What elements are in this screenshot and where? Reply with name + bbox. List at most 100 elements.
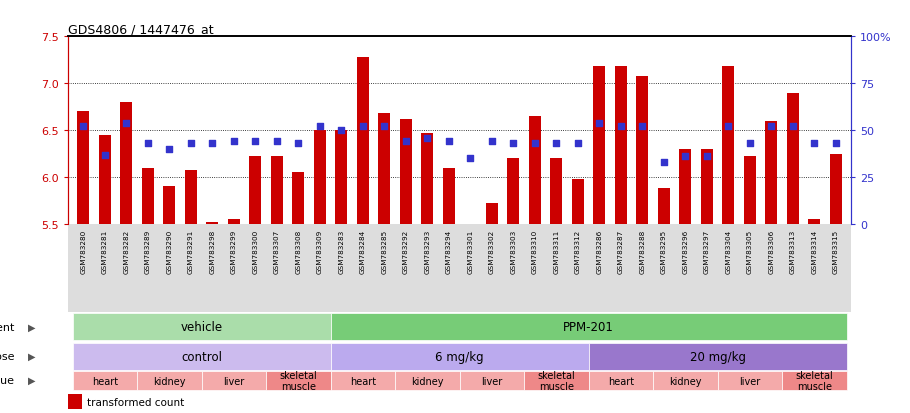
- Text: heart: heart: [608, 376, 634, 386]
- Text: liver: liver: [223, 376, 245, 386]
- Point: [248, 139, 263, 145]
- Bar: [330, 372, 395, 390]
- Text: vehicle: vehicle: [180, 320, 223, 333]
- Bar: [765, 121, 777, 225]
- Text: GSM783291: GSM783291: [187, 229, 194, 273]
- Text: dose: dose: [0, 351, 15, 361]
- Point: [463, 156, 478, 162]
- Bar: [207, 223, 218, 225]
- Text: GSM783304: GSM783304: [725, 229, 732, 273]
- Point: [700, 154, 714, 160]
- Bar: [443, 168, 455, 225]
- Point: [312, 124, 327, 131]
- Point: [828, 141, 843, 147]
- Point: [571, 141, 585, 147]
- Text: GSM783295: GSM783295: [661, 229, 667, 273]
- Point: [613, 124, 628, 131]
- Text: GSM783311: GSM783311: [553, 229, 560, 273]
- Bar: [615, 67, 627, 225]
- Bar: [99, 135, 111, 225]
- Text: GSM783301: GSM783301: [468, 229, 473, 273]
- Text: skeletal
muscle: skeletal muscle: [795, 370, 834, 392]
- Point: [269, 139, 284, 145]
- Bar: [164, 187, 176, 225]
- Text: heart: heart: [92, 376, 118, 386]
- Point: [184, 141, 198, 147]
- Point: [140, 141, 155, 147]
- Point: [334, 128, 349, 134]
- Text: ▶: ▶: [28, 375, 35, 385]
- Bar: [77, 112, 89, 225]
- Point: [484, 139, 499, 145]
- Bar: [718, 372, 782, 390]
- Point: [227, 139, 241, 145]
- Bar: [73, 343, 330, 370]
- Bar: [723, 67, 734, 225]
- Text: GSM783308: GSM783308: [296, 229, 301, 273]
- Text: GSM783284: GSM783284: [359, 229, 366, 273]
- Point: [549, 141, 563, 147]
- Bar: [185, 170, 197, 225]
- Bar: [399, 120, 411, 225]
- Text: liver: liver: [739, 376, 761, 386]
- Bar: [330, 313, 846, 340]
- Text: GSM783297: GSM783297: [703, 229, 710, 273]
- Text: liver: liver: [481, 376, 502, 386]
- Bar: [201, 372, 266, 390]
- Text: GSM783314: GSM783314: [812, 229, 817, 273]
- Text: transformed count: transformed count: [87, 396, 185, 407]
- Text: GSM783292: GSM783292: [403, 229, 409, 273]
- Text: control: control: [181, 350, 222, 363]
- Text: ▶: ▶: [28, 322, 35, 332]
- Point: [441, 139, 456, 145]
- Text: GSM783281: GSM783281: [102, 229, 107, 273]
- Bar: [782, 372, 846, 390]
- Bar: [73, 313, 330, 340]
- Bar: [68, 394, 82, 409]
- Text: GSM783306: GSM783306: [768, 229, 774, 273]
- Bar: [636, 76, 648, 225]
- Bar: [653, 372, 718, 390]
- Bar: [593, 67, 605, 225]
- Bar: [271, 157, 283, 225]
- Bar: [228, 220, 239, 225]
- Bar: [292, 173, 304, 225]
- Text: GSM783303: GSM783303: [511, 229, 516, 273]
- Bar: [395, 372, 460, 390]
- Bar: [314, 131, 326, 225]
- Point: [356, 124, 370, 131]
- Point: [377, 124, 391, 131]
- Bar: [379, 114, 390, 225]
- Bar: [830, 154, 842, 225]
- Bar: [120, 103, 132, 225]
- Point: [506, 141, 521, 147]
- Point: [764, 124, 779, 131]
- Text: heart: heart: [349, 376, 376, 386]
- Text: skeletal
muscle: skeletal muscle: [279, 370, 318, 392]
- Text: agent: agent: [0, 322, 15, 332]
- Text: GSM783296: GSM783296: [682, 229, 688, 273]
- Text: GSM783287: GSM783287: [618, 229, 623, 273]
- Point: [97, 152, 112, 159]
- Bar: [464, 225, 476, 257]
- Text: ▶: ▶: [28, 351, 35, 361]
- Point: [785, 124, 800, 131]
- Point: [119, 120, 134, 127]
- Text: GSM783288: GSM783288: [640, 229, 645, 273]
- Text: GSM783310: GSM783310: [531, 229, 538, 273]
- Text: kidney: kidney: [411, 376, 443, 386]
- Bar: [571, 180, 583, 225]
- Point: [528, 141, 542, 147]
- Bar: [330, 343, 589, 370]
- Point: [656, 159, 671, 166]
- Text: GSM783286: GSM783286: [596, 229, 602, 273]
- Bar: [142, 168, 154, 225]
- Text: GSM783289: GSM783289: [145, 229, 151, 273]
- Text: GSM783313: GSM783313: [790, 229, 796, 273]
- Point: [807, 141, 822, 147]
- Text: GSM783305: GSM783305: [747, 229, 753, 273]
- Text: GSM783280: GSM783280: [80, 229, 86, 273]
- Text: GSM783300: GSM783300: [252, 229, 258, 273]
- Point: [420, 135, 435, 142]
- Bar: [460, 372, 524, 390]
